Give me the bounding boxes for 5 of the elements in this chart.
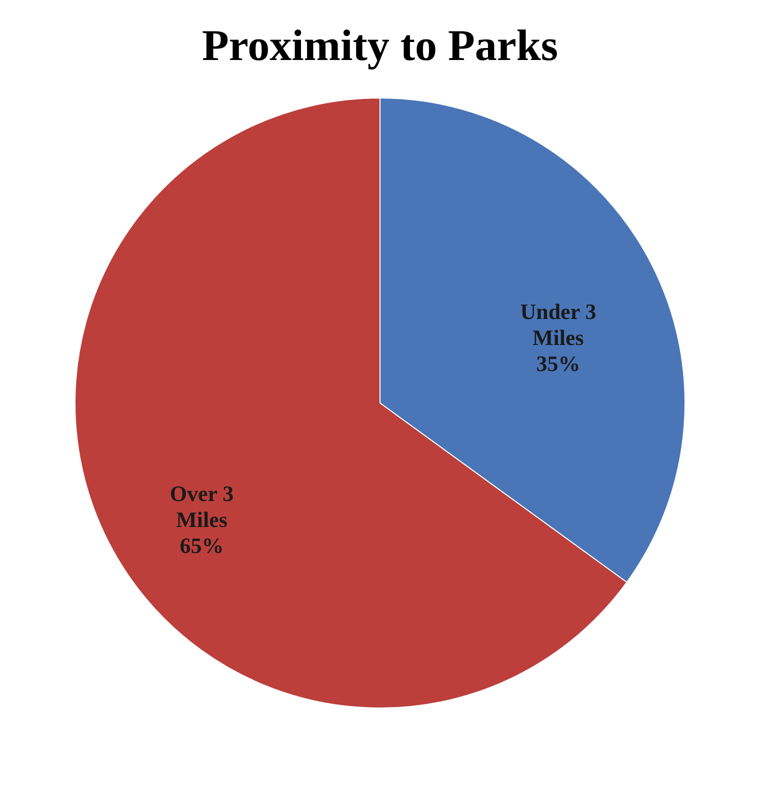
- slice-label: Over 3 Miles: [170, 480, 234, 532]
- data-label: 65%: [180, 532, 224, 558]
- slice-label: Under 3 Miles: [520, 299, 596, 350]
- chart-title: Proximity to Parks: [202, 21, 558, 70]
- data-label: 35%: [536, 351, 580, 376]
